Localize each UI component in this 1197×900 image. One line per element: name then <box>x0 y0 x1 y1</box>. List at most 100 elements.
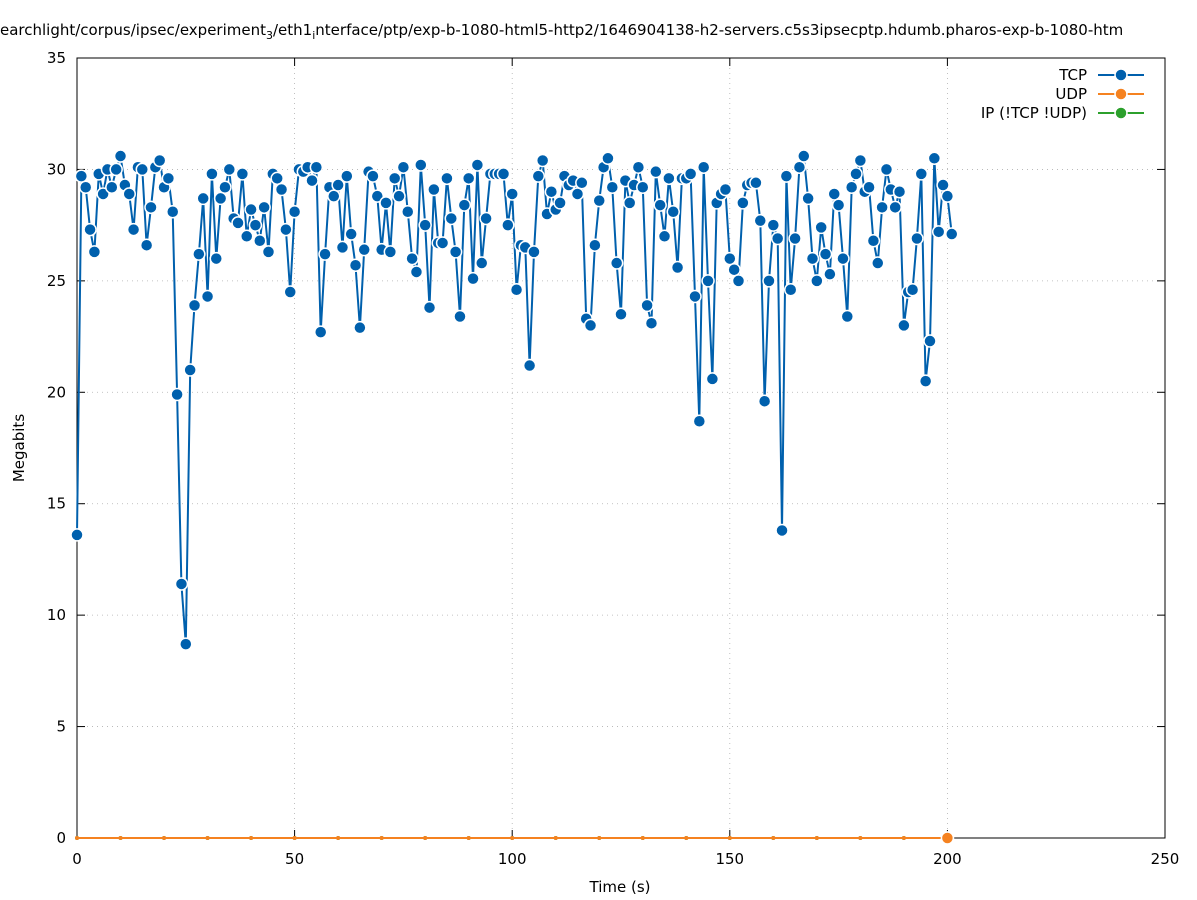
x-tick-label: 200 <box>933 850 962 868</box>
legend-label: UDP <box>1055 85 1087 103</box>
x-tick-label: 50 <box>285 850 304 868</box>
data-point <box>444 211 459 226</box>
data-point <box>401 205 415 219</box>
data-point <box>631 160 646 174</box>
data-point <box>918 374 933 388</box>
data-point <box>331 178 345 192</box>
x-tick-label: 100 <box>498 850 527 868</box>
data-point <box>152 153 167 168</box>
data-point <box>96 187 110 201</box>
x-tick-label: 250 <box>1151 850 1180 868</box>
data-point <box>423 836 428 840</box>
data-point <box>205 836 210 840</box>
data-point <box>274 182 289 197</box>
data-point <box>945 227 959 241</box>
data-point <box>357 242 371 257</box>
data-point <box>688 289 702 304</box>
data-point <box>109 162 123 177</box>
data-point <box>853 153 868 168</box>
data-point <box>575 176 589 190</box>
data-point <box>501 218 515 232</box>
data-point <box>509 283 524 297</box>
data-point <box>348 258 363 273</box>
data-point <box>335 240 350 255</box>
data-point <box>657 229 672 244</box>
y-tick-label: 10 <box>47 606 66 624</box>
y-tick-label: 20 <box>47 383 66 401</box>
data-point <box>205 167 219 181</box>
data-point <box>692 414 707 429</box>
title-subscript: i <box>312 29 315 42</box>
data-point <box>344 227 358 241</box>
data-point <box>249 836 254 840</box>
data-point <box>779 169 794 183</box>
data-point <box>831 198 846 212</box>
data-point <box>696 160 711 174</box>
data-point <box>875 200 889 215</box>
data-point <box>718 182 733 197</box>
data-point <box>427 182 441 197</box>
data-point <box>866 233 881 248</box>
data-point <box>239 229 254 244</box>
data-point <box>370 189 385 203</box>
data-point <box>257 200 271 215</box>
data-point <box>583 318 598 333</box>
data-point <box>496 167 511 181</box>
data-point-end <box>940 831 955 845</box>
data-point <box>609 256 624 270</box>
data-point <box>283 285 297 299</box>
data-point <box>892 184 907 199</box>
data-point <box>544 184 559 199</box>
data-point <box>309 160 324 174</box>
legend-label: TCP <box>1058 66 1087 84</box>
data-point <box>162 836 167 840</box>
data-point <box>440 171 454 186</box>
data-point <box>126 222 141 237</box>
data-point <box>849 167 863 181</box>
data-point <box>736 196 750 210</box>
data-point <box>353 320 367 335</box>
y-tick-label: 5 <box>56 718 66 736</box>
data-point <box>183 363 197 377</box>
data-point <box>636 180 650 195</box>
data-point <box>165 205 180 219</box>
data-point <box>936 178 950 192</box>
data-point <box>897 318 911 333</box>
data-point <box>862 180 876 195</box>
data-point <box>653 198 667 212</box>
title-part: /eth1 <box>273 21 312 39</box>
data-point <box>366 169 380 183</box>
data-point <box>940 189 955 203</box>
data-point <box>122 187 136 201</box>
data-point <box>753 213 768 228</box>
title-part: earchlight/corpus/ipsec/experiment <box>0 21 266 39</box>
data-point <box>313 325 328 339</box>
data-point <box>78 180 93 195</box>
data-point <box>749 176 763 190</box>
data-point <box>379 196 393 210</box>
y-tick-label: 35 <box>47 49 66 67</box>
data-point <box>762 274 776 288</box>
data-point <box>192 247 206 261</box>
data-point <box>75 836 79 840</box>
data-point <box>448 245 463 259</box>
data-point <box>775 523 789 538</box>
data-point <box>531 169 546 183</box>
data-point <box>727 262 741 277</box>
data-point <box>379 836 384 840</box>
data-point <box>461 171 476 186</box>
legend-swatch-point <box>1114 68 1128 82</box>
data-point <box>592 193 606 208</box>
data-point <box>392 189 406 203</box>
data-point <box>666 205 680 219</box>
data-point <box>810 274 824 288</box>
data-point <box>662 171 676 186</box>
data-point <box>453 309 467 324</box>
data-point <box>505 187 519 201</box>
data-point <box>218 180 232 195</box>
data-point <box>113 149 128 163</box>
data-point <box>196 191 210 206</box>
y-tick-label: 30 <box>47 160 66 178</box>
data-point <box>187 298 202 313</box>
data-point <box>200 289 215 304</box>
